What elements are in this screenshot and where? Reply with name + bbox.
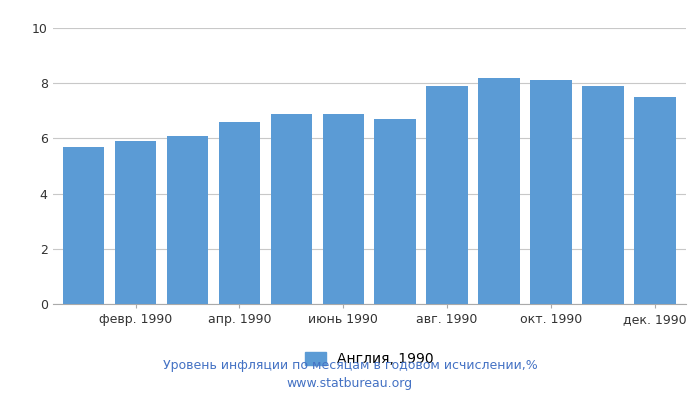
Bar	[218, 122, 260, 304]
Bar	[582, 86, 624, 304]
Legend: Англия, 1990: Англия, 1990	[300, 347, 439, 372]
Bar	[323, 114, 364, 304]
Bar	[426, 86, 468, 304]
Bar	[374, 119, 416, 304]
Bar	[63, 147, 104, 304]
Bar	[634, 97, 676, 304]
Bar	[115, 141, 156, 304]
Text: www.statbureau.org: www.statbureau.org	[287, 378, 413, 390]
Text: Уровень инфляции по месяцам в годовом исчислении,%: Уровень инфляции по месяцам в годовом ис…	[162, 360, 538, 372]
Bar	[167, 136, 209, 304]
Bar	[478, 78, 520, 304]
Bar	[271, 114, 312, 304]
Bar	[530, 80, 572, 304]
